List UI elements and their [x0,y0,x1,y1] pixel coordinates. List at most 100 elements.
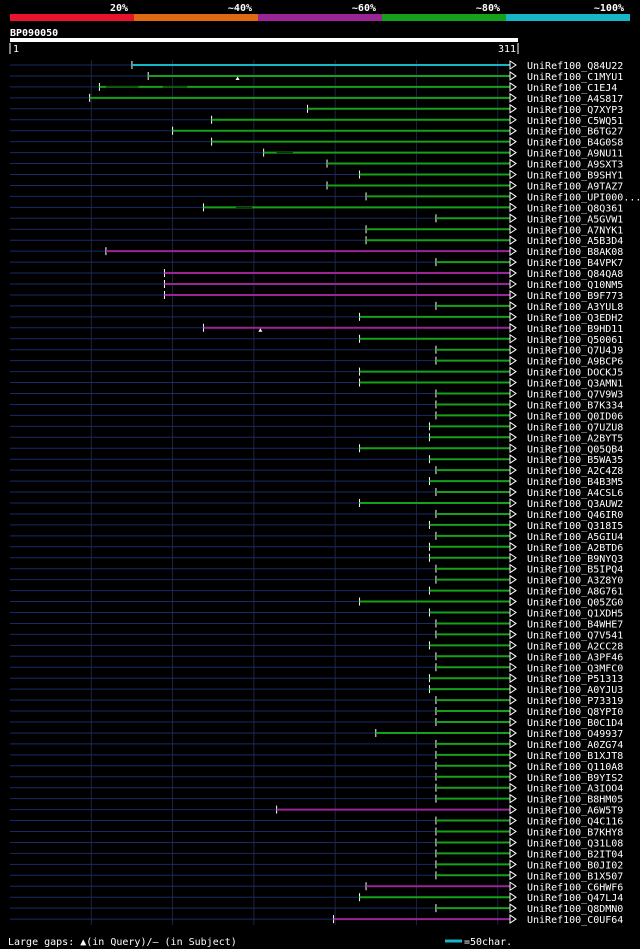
hit-label[interactable]: UniRef100_Q3AUW2 [527,499,623,510]
hit-row[interactable]: UniRef100_Q7V541 [10,629,623,641]
hit-row[interactable]: UniRef100_Q8YPI0 [10,706,623,718]
hit-label[interactable]: UniRef100_C6HWF6 [527,882,623,893]
hit-row[interactable]: UniRef100_Q3MFC0 [10,662,623,674]
hit-row[interactable]: UniRef100_B9YIS2 [10,771,623,784]
hit-row[interactable]: UniRef100_Q47LJ4 [10,892,623,904]
hit-row[interactable]: UniRef100_B4B3M5 [10,476,623,488]
hit-label[interactable]: UniRef100_Q3MFC0 [527,663,623,674]
hit-row[interactable]: UniRef100_C6HWF6 [10,881,623,893]
hit-row[interactable]: UniRef100_Q8DMN0 [10,903,623,915]
hit-label[interactable]: UniRef100_B2IT04 [527,849,623,860]
hit-label[interactable]: UniRef100_A0YJU3 [527,685,623,696]
hit-row[interactable]: UniRef100_A8G761 [10,585,623,598]
hit-row[interactable]: UniRef100_B4VPK7 [10,257,623,269]
hit-label[interactable]: UniRef100_B7K334 [527,400,623,411]
hit-row[interactable]: UniRef100_B9SHY1 [10,169,623,182]
hit-row[interactable]: UniRef100_P73319 [10,695,623,707]
hit-label[interactable]: UniRef100_B9SHY1 [527,171,623,182]
hit-row[interactable]: UniRef100_Q46IR0 [10,509,623,521]
hit-row[interactable]: UniRef100_B9HD11 [10,322,623,335]
hit-row[interactable]: UniRef100_C0UF64 [10,914,623,926]
hit-label[interactable]: UniRef100_Q3AMN1 [527,379,623,390]
hit-row[interactable]: UniRef100_B8HM05 [10,793,623,806]
hit-row[interactable]: UniRef100_Q3EDH2 [10,311,623,324]
hit-label[interactable]: UniRef100_UPI000... [527,192,640,203]
hit-row[interactable]: UniRef100_Q110A8 [10,760,623,773]
hit-label[interactable]: UniRef100_B9F773 [527,291,623,302]
hit-row[interactable]: UniRef100_UPI000... [10,191,640,203]
hit-row[interactable]: UniRef100_A4S817 [10,92,623,105]
hit-label[interactable]: UniRef100_Q4C116 [527,817,623,828]
hit-row[interactable]: UniRef100_A5B3D4 [10,235,623,247]
hit-row[interactable]: UniRef100_A0YJU3 [10,684,623,696]
hit-label[interactable]: UniRef100_A9NU11 [527,149,623,160]
hit-label[interactable]: UniRef100_Q31L08 [527,838,623,849]
hit-label[interactable]: UniRef100_B9NYQ3 [527,554,623,565]
hit-row[interactable]: UniRef100_C1MYU1 [10,71,623,83]
hit-label[interactable]: UniRef100_Q1XDH5 [527,609,623,620]
hit-label[interactable]: UniRef100_Q8Q361 [527,203,623,214]
hit-label[interactable]: UniRef100_B4VPK7 [527,258,623,269]
hit-row[interactable]: UniRef100_B4WHE7 [10,618,623,630]
hit-label[interactable]: UniRef100_B0C1D4 [527,718,623,729]
hit-label[interactable]: UniRef100_C5WQ51 [527,116,623,127]
hit-row[interactable]: UniRef100_B5WA35 [10,454,623,466]
hit-label[interactable]: UniRef100_A9SXT3 [527,160,623,171]
hit-label[interactable]: UniRef100_A5GVW1 [527,214,623,225]
hit-label[interactable]: UniRef100_A9BCP6 [527,357,623,368]
hit-label[interactable]: UniRef100_A3YUL8 [527,302,623,313]
hit-label[interactable]: UniRef100_B5WA35 [527,455,623,466]
hit-label[interactable]: UniRef100_A2C4Z8 [527,466,623,477]
hit-label[interactable]: UniRef100_A4S817 [527,94,623,105]
hit-row[interactable]: UniRef100_P51313 [10,673,623,685]
hit-row[interactable]: UniRef100_A5GVW1 [10,213,623,225]
hit-row[interactable]: UniRef100_Q3AUW2 [10,498,623,510]
hit-label[interactable]: UniRef100_A5B3D4 [527,236,623,247]
hit-label[interactable]: UniRef100_Q110A8 [527,762,623,773]
hit-row[interactable]: UniRef100_B6TG27 [10,125,623,138]
hit-label[interactable]: UniRef100_A3PF46 [527,652,623,663]
hit-row[interactable]: UniRef100_A3YUL8 [10,300,623,313]
hit-label[interactable]: UniRef100_A8G761 [527,587,623,598]
hit-label[interactable]: UniRef100_Q7U4J9 [527,346,623,357]
hit-row[interactable]: UniRef100_A9SXT3 [10,158,623,171]
hit-label[interactable]: UniRef100_B1X507 [527,871,623,882]
hit-row[interactable]: UniRef100_A3PF46 [10,651,623,663]
hit-row[interactable]: UniRef100_A4CSL6 [10,487,623,499]
hit-row[interactable]: UniRef100_A3IOO4 [10,782,623,795]
hit-row[interactable]: UniRef100_B2IT04 [10,848,623,860]
hit-label[interactable]: UniRef100_A0ZG74 [527,740,623,751]
hit-row[interactable]: UniRef100_A0ZG74 [10,738,623,751]
hit-label[interactable]: UniRef100_Q50061 [527,335,623,346]
hit-label[interactable]: UniRef100_Q7XYP3 [527,105,623,116]
hit-label[interactable]: UniRef100_Q7V9W3 [527,390,623,401]
hit-row[interactable]: UniRef100_B1XJT8 [10,749,623,762]
hit-label[interactable]: UniRef100_B4G0S8 [527,138,623,149]
hit-label[interactable]: UniRef100_P51313 [527,674,623,685]
hit-label[interactable]: UniRef100_Q7V541 [527,630,623,641]
hit-label[interactable]: UniRef100_A2CC28 [527,641,623,652]
hit-row[interactable]: UniRef100_A6W5T9 [10,804,623,817]
hit-label[interactable]: UniRef100_A3IOO4 [527,784,623,795]
hit-row[interactable]: UniRef100_A9BCP6 [10,355,623,368]
hit-label[interactable]: UniRef100_A4CSL6 [527,488,623,499]
hit-row[interactable]: UniRef100_A2C4Z8 [10,465,623,477]
hit-label[interactable]: UniRef100_B6TG27 [527,127,623,138]
hit-row[interactable]: UniRef100_Q05ZG0 [10,596,623,609]
hit-label[interactable]: UniRef100_Q7UZU8 [527,422,623,433]
hit-row[interactable]: UniRef100_A2CC28 [10,640,623,652]
hit-row[interactable]: UniRef100_Q1XDH5 [10,607,623,620]
hit-label[interactable]: UniRef100_Q05QB4 [527,444,623,455]
hit-label[interactable]: UniRef100_Q318I5 [527,521,623,532]
hit-row[interactable]: UniRef100_Q3AMN1 [10,377,623,390]
hit-label[interactable]: UniRef100_Q84QA8 [527,269,623,280]
hit-label[interactable]: UniRef100_Q47LJ4 [527,893,623,904]
hit-label[interactable]: UniRef100_A7NYK1 [527,225,623,236]
hit-label[interactable]: UniRef100_Q8DMN0 [527,904,623,915]
hit-row[interactable]: UniRef100_Q10NM5 [10,279,623,291]
hit-row[interactable]: UniRef100_Q7V9W3 [10,388,623,401]
hit-row[interactable]: UniRef100_B7KHY8 [10,826,623,839]
hit-label[interactable]: UniRef100_A6W5T9 [527,806,623,817]
hit-row[interactable]: UniRef100_A9NU11 [10,147,623,160]
hit-label[interactable]: UniRef100_A3Z8Y0 [527,576,623,587]
